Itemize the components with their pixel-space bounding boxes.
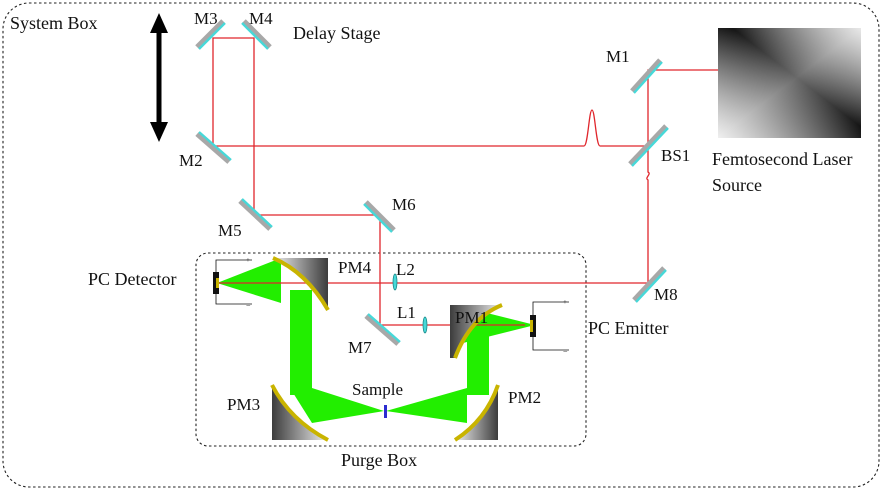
lens-l1	[422, 316, 428, 334]
beam-splitter-bs1	[628, 124, 669, 167]
svg-text:−: −	[246, 301, 251, 310]
mirror-m7-label: M7	[348, 338, 372, 357]
mirror-m5	[238, 198, 273, 231]
sample	[384, 405, 387, 418]
pm4-label: PM4	[338, 258, 372, 277]
mirror-m6	[363, 200, 396, 233]
laser-source-label-line1: Femtosecond Laser	[712, 149, 852, 169]
delay-stage-arrow	[150, 13, 168, 142]
pc-detector: + −	[213, 256, 252, 310]
lens-l1-label: L1	[397, 303, 416, 322]
mirror-m1	[630, 58, 663, 94]
svg-text:−: −	[563, 347, 568, 356]
mirror-m2	[195, 131, 232, 164]
parabolic-mirror-pm3	[270, 384, 329, 442]
purge-box-label: Purge Box	[341, 450, 417, 470]
svg-text:+: +	[563, 298, 567, 306]
pm3-label: PM3	[227, 395, 260, 414]
mirror-m3	[195, 19, 226, 50]
lens-l2	[392, 273, 398, 291]
laser-source-label-line2: Source	[712, 175, 762, 195]
mirror-m8	[632, 266, 667, 303]
mirror-m3-label: M3	[194, 9, 218, 28]
delay-stage-label: Delay Stage	[293, 23, 380, 43]
mirror-m8-label: M8	[654, 285, 678, 304]
mirror-m1-label: M1	[606, 47, 630, 66]
pm2-label: PM2	[508, 388, 541, 407]
pc-emitter: + −	[530, 298, 569, 356]
mirror-m7	[364, 313, 401, 346]
mirror-m4-label: M4	[249, 9, 273, 28]
parabolic-mirror-pm1	[450, 303, 503, 359]
laser-source	[718, 28, 861, 138]
beam-splitter-label: BS1	[661, 146, 690, 165]
mirror-m2-label: M2	[179, 151, 203, 170]
system-box-label: System Box	[10, 13, 98, 33]
purge-box	[195, 252, 587, 447]
pm1-label: PM1	[455, 308, 488, 327]
mirror-m5-label: M5	[218, 221, 242, 240]
mirror-m4	[241, 19, 272, 50]
sample-label: Sample	[352, 380, 403, 399]
pc-emitter-label: PC Emitter	[588, 318, 669, 338]
pc-detector-label: PC Detector	[88, 269, 176, 289]
lens-l2-label: L2	[396, 260, 415, 279]
mirror-m6-label: M6	[392, 195, 416, 214]
svg-text:+: +	[246, 256, 250, 264]
parabolic-mirror-pm4	[272, 256, 330, 312]
parabolic-mirror-pm2	[453, 384, 500, 442]
